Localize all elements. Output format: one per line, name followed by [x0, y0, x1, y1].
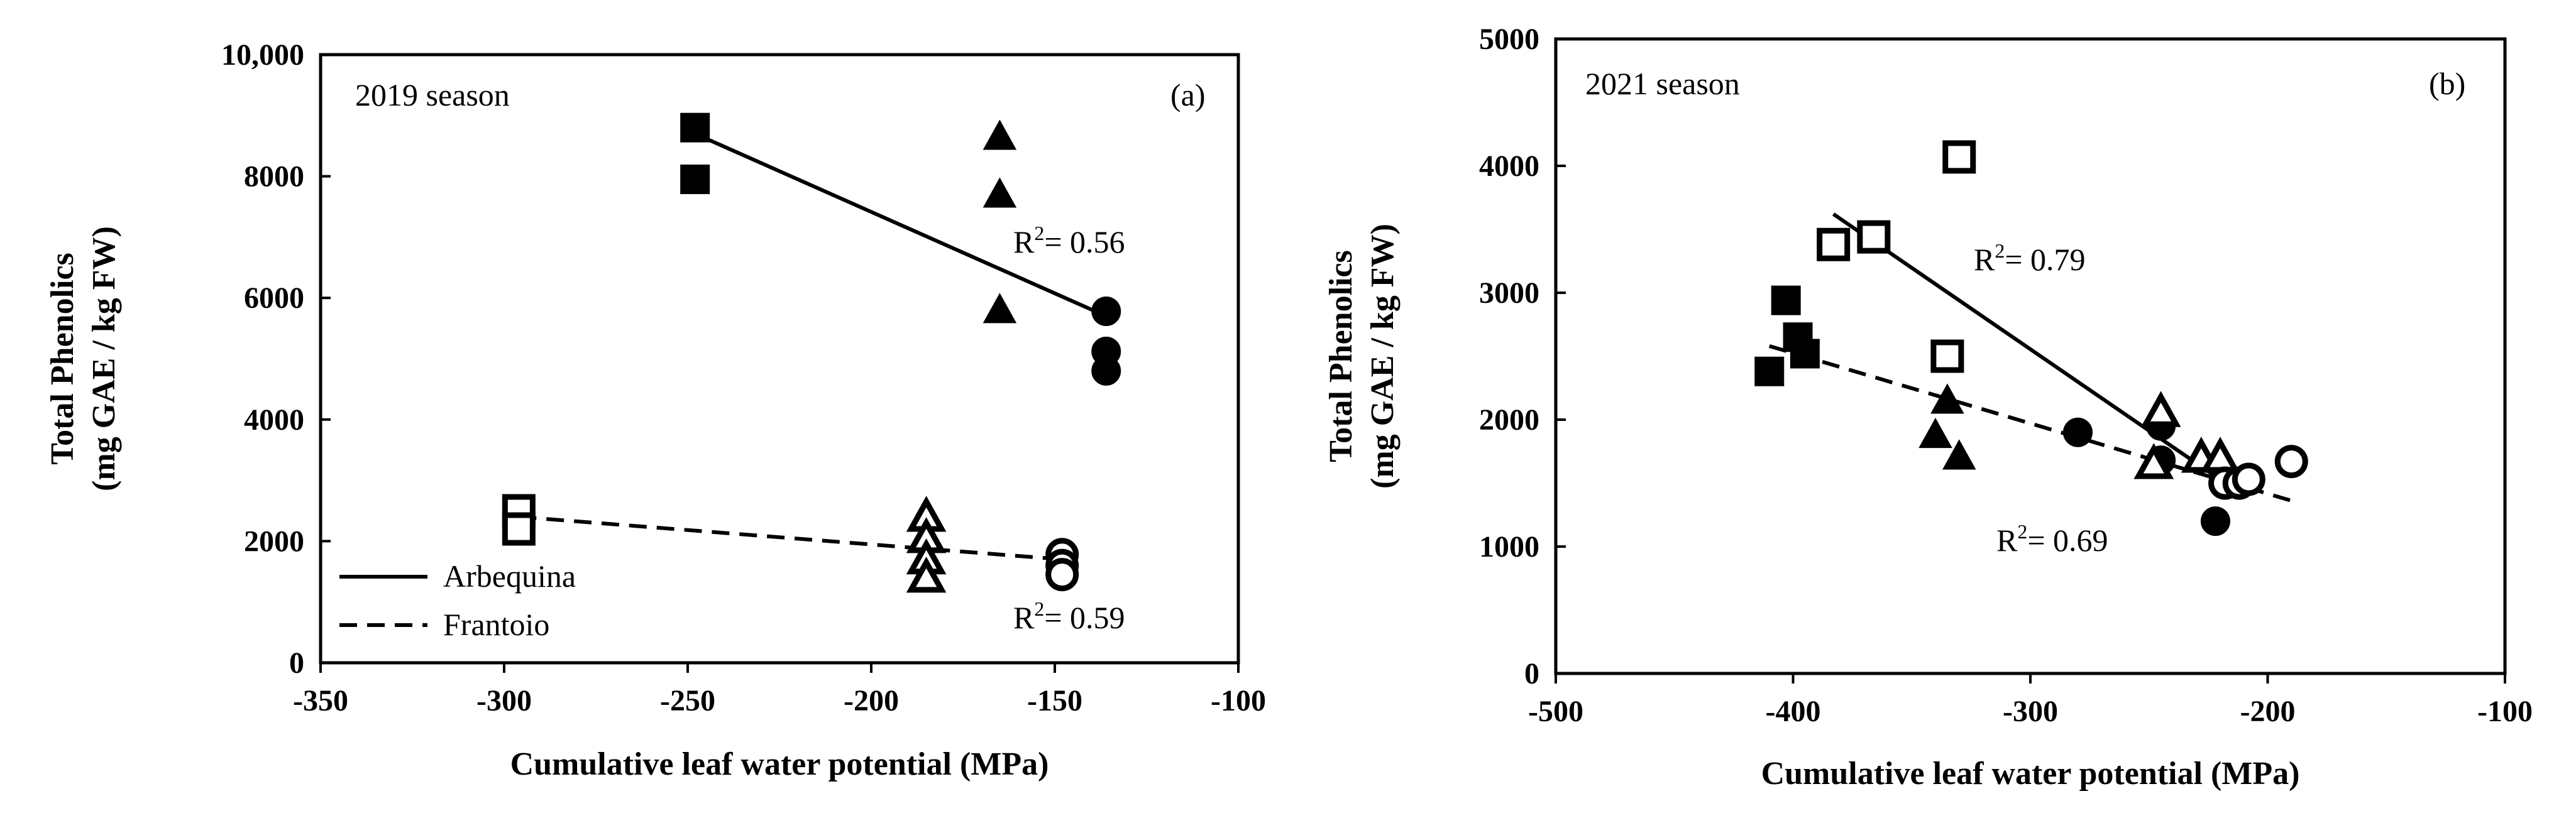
- panel-a-panel-label: (a): [1170, 77, 1206, 112]
- fit-line-frantoio: [519, 515, 1062, 562]
- legend-frantoio-label: Frantoio: [443, 607, 549, 642]
- data-point-arbequina-triangle: [983, 177, 1017, 208]
- panel-b-ticks: -500 -400 -300 -200 -100 0 1000 2000 3000 4000 500…: [1479, 23, 2533, 728]
- data-point-frantoio-circle: [2274, 445, 2308, 479]
- data-point-frantoio-triangle: [2140, 391, 2181, 427]
- x-tick-label: -100: [1211, 684, 1266, 717]
- y-tick-label: 4000: [1479, 150, 1539, 183]
- fit-line-frantoio: [1832, 212, 2245, 498]
- panel-b: -500 -400 -300 -200 -100 0 1000 2000 3000 4000 500…: [1323, 23, 2533, 792]
- panel-b-fit-lines: [1768, 212, 2297, 504]
- panel-a-season-label: 2019 season: [355, 77, 510, 112]
- x-tick-label: -100: [2477, 695, 2533, 728]
- panel-b-panel-label: (b): [2429, 66, 2465, 101]
- data-point-arbequina-square: [680, 112, 710, 143]
- legend-arbequina-label: Arbequina: [443, 558, 576, 594]
- data-point-frantoio-square: [502, 512, 536, 546]
- fit-line-arbequina: [694, 132, 1107, 318]
- y-tick-label: 6000: [244, 281, 304, 315]
- data-point-arbequina-square: [1790, 339, 1820, 369]
- panel-b-y-axis-title-line2: (mg GAE / kg FW): [1365, 224, 1401, 489]
- x-tick-label: -200: [844, 684, 899, 717]
- data-point-frantoio-triangle: [2133, 443, 2174, 479]
- x-tick-label: -350: [293, 684, 348, 717]
- panel-b-r2-solid: R2= 0.79: [1974, 239, 2086, 277]
- panel-a: -350 -300 -250 -200 -150 -100 0 2000 4000 6000 800…: [45, 38, 1266, 782]
- data-point-arbequina-square: [1754, 356, 1785, 386]
- x-tick-label: -300: [476, 684, 532, 717]
- data-point-arbequina-triangle: [1918, 417, 1952, 449]
- data-point-arbequina-triangle: [1942, 439, 1976, 470]
- panel-a-r2-arbequina: R2= 0.56: [1013, 222, 1125, 259]
- data-point-frantoio-square: [1857, 220, 1891, 254]
- y-tick-label: 3000: [1479, 276, 1539, 310]
- data-point-frantoio-circle: [1045, 558, 1079, 592]
- panel-b-x-axis-title: Cumulative leaf water potential (MPa): [1761, 756, 2300, 792]
- panel-a-y-axis-title-line1: Total Phenolics: [45, 253, 80, 465]
- panel-b-season-label: 2021 season: [1585, 66, 1740, 101]
- panel-a-ticks: -350 -300 -250 -200 -150 -100 0 2000 4000 6000 800…: [221, 38, 1266, 717]
- panel-b-r2-dashed: R2= 0.69: [1996, 520, 2108, 558]
- data-point-frantoio-square: [1942, 140, 1976, 174]
- panel-b-frame: [1554, 37, 2507, 675]
- data-point-frantoio-triangle: [906, 557, 947, 593]
- panel-a-r2-frantoio: R2= 0.59: [1013, 597, 1125, 635]
- panel-a-fit-lines: [519, 132, 1107, 562]
- y-tick-label: 4000: [244, 403, 304, 437]
- data-point-arbequina-triangle: [1930, 383, 1964, 414]
- y-tick-label: 10,000: [221, 38, 304, 72]
- data-point-arbequina-triangle: [983, 293, 1017, 324]
- panel-a-frame: [319, 53, 1240, 665]
- x-tick-label: -250: [660, 684, 715, 717]
- x-tick-label: -200: [2240, 695, 2296, 728]
- data-point-frantoio-square: [1817, 227, 1851, 261]
- panel-a-legend: Arbequina Frantoio: [339, 558, 576, 642]
- data-point-arbequina-square: [1771, 285, 1801, 315]
- y-tick-label: 5000: [1479, 23, 1539, 56]
- x-tick-label: -400: [1766, 695, 1821, 728]
- fit-line-arbequina: [1768, 344, 2297, 504]
- panel-a-x-axis-title: Cumulative leaf water potential (MPa): [510, 746, 1049, 782]
- y-tick-label: 8000: [244, 160, 304, 193]
- y-tick-label: 1000: [1479, 530, 1539, 564]
- data-point-frantoio-square: [1930, 339, 1964, 373]
- panel-a-data-points: [502, 112, 1121, 593]
- panel-b-y-axis-title-line1: Total Phenolics: [1323, 250, 1359, 462]
- data-point-arbequina-triangle: [983, 119, 1017, 150]
- panel-b-data-points: [1754, 140, 2308, 537]
- data-point-frantoio-circle: [2232, 462, 2265, 496]
- data-point-arbequina-circle: [1091, 296, 1121, 326]
- x-tick-label: -300: [2003, 695, 2058, 728]
- panel-a-y-axis-title-line2: (mg GAE / kg FW): [86, 226, 122, 491]
- data-point-arbequina-circle: [2063, 417, 2093, 447]
- data-point-arbequina-circle: [1091, 356, 1121, 386]
- y-tick-label: 0: [1524, 657, 1539, 690]
- data-point-arbequina-circle: [2200, 506, 2230, 537]
- data-point-arbequina-square: [680, 164, 710, 194]
- data-point-frantoio-triangle: [2200, 437, 2240, 473]
- y-tick-label: 0: [289, 646, 304, 680]
- x-tick-label: -150: [1027, 684, 1082, 717]
- y-tick-label: 2000: [244, 525, 304, 558]
- y-tick-label: 2000: [1479, 403, 1539, 437]
- x-tick-label: -500: [1528, 695, 1583, 728]
